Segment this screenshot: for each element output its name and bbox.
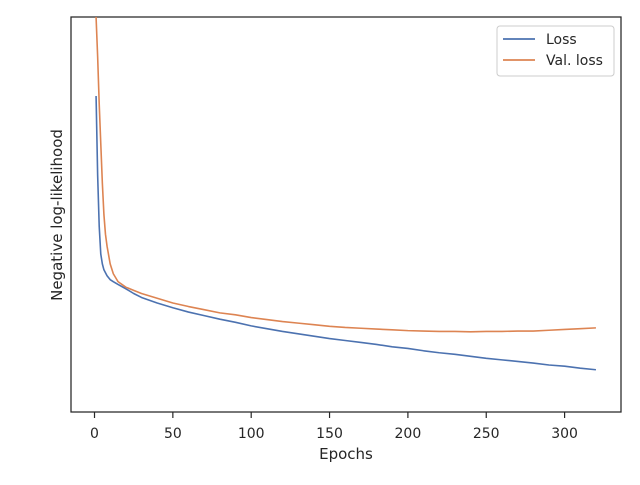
x-tick-label: 300 <box>551 426 578 442</box>
series-layer <box>95 16 597 371</box>
x-axis-ticks: 0 50 100 150 200 250 300 <box>90 412 578 442</box>
x-tick-label: 0 <box>90 426 99 442</box>
x-tick-label: 150 <box>316 426 343 442</box>
series-line-2 <box>95 16 596 333</box>
y-axis-label: Negative log-likelihood <box>48 129 66 301</box>
x-tick-label: 50 <box>164 426 182 442</box>
x-tick-label: 250 <box>473 426 500 442</box>
legend: Loss Val. loss <box>496 25 615 77</box>
legend-label-1: Loss <box>546 32 577 48</box>
x-tick-label: 100 <box>238 426 265 442</box>
plot-area <box>70 16 622 413</box>
x-tick-label: 200 <box>395 426 422 442</box>
legend-label-2: Val. loss <box>546 53 603 69</box>
x-axis-label: Epochs <box>319 445 373 463</box>
series-line-1 <box>95 95 597 371</box>
